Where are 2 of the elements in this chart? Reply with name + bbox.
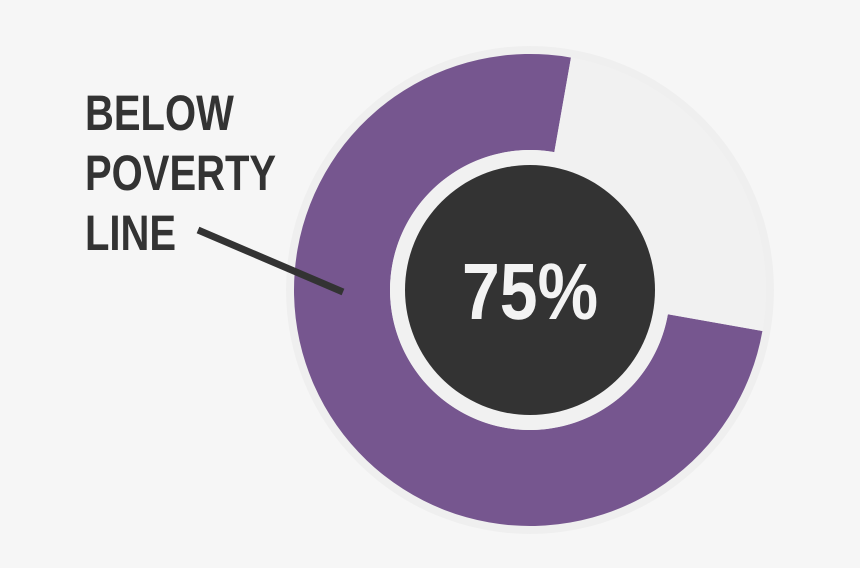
data-label: 75%: [462, 246, 598, 336]
slice-label: BELOW POVERTY LINE: [85, 84, 276, 262]
